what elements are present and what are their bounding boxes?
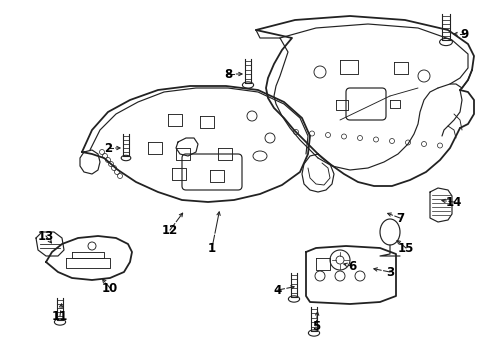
Text: 11: 11 (52, 310, 68, 323)
Text: 9: 9 (460, 27, 468, 40)
Text: 1: 1 (208, 242, 216, 255)
Text: 5: 5 (312, 320, 320, 333)
Text: 10: 10 (102, 282, 118, 294)
Text: 13: 13 (38, 230, 54, 243)
Text: 14: 14 (446, 195, 462, 208)
Text: 2: 2 (104, 141, 112, 154)
Text: 7: 7 (396, 211, 404, 225)
Text: 4: 4 (274, 284, 282, 297)
Text: 8: 8 (224, 68, 232, 81)
Text: 6: 6 (348, 260, 356, 273)
Text: 3: 3 (386, 266, 394, 279)
Text: 15: 15 (398, 242, 414, 255)
Text: 12: 12 (162, 224, 178, 237)
